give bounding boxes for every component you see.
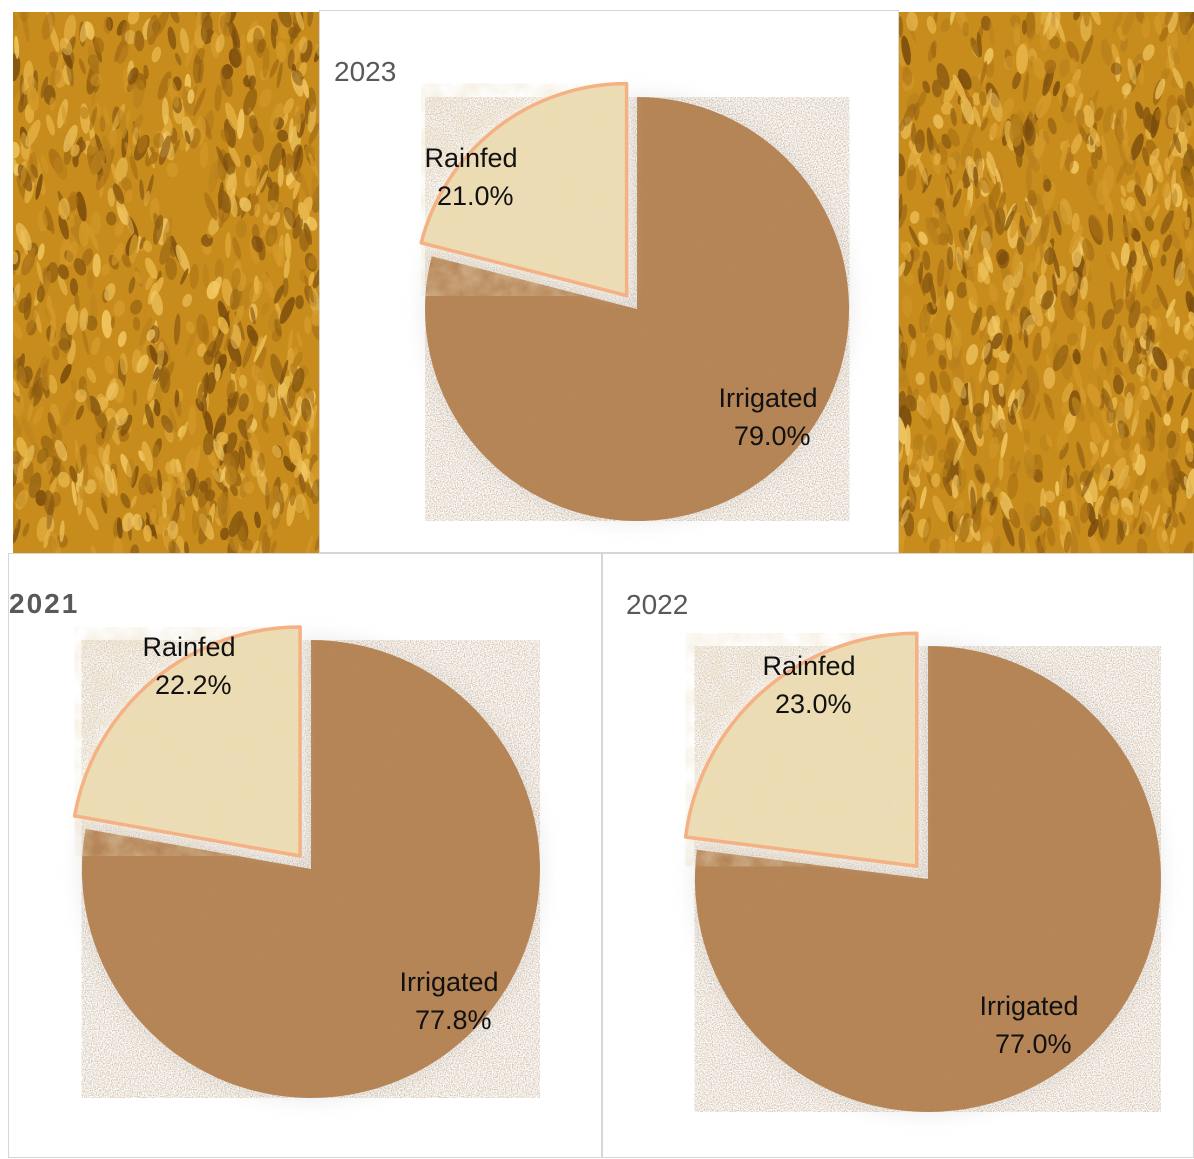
pie-slice-rainfed <box>683 631 919 868</box>
slice-value-irrigated: 77.8% <box>415 1005 492 1035</box>
slice-label-rainfed: Rainfed <box>142 632 235 662</box>
pie-slice-irrigated <box>425 97 850 521</box>
slice-label-rainfed: Rainfed <box>762 651 855 681</box>
chart-title: 2022 <box>626 589 689 620</box>
pie-chart: Rainfed 23.0% Irrigated 77.0% <box>683 631 1165 1116</box>
slice-label-irrigated: Irrigated <box>399 967 498 997</box>
slice-label-rainfed: Rainfed <box>424 143 517 173</box>
pie-chart: Rainfed 21.0% Irrigated 79.0% <box>419 81 853 525</box>
slice-label-irrigated: Irrigated <box>718 383 817 413</box>
wheat-texture-left <box>13 12 319 553</box>
slice-value-rainfed: 23.0% <box>775 689 852 719</box>
slice-value-rainfed: 22.2% <box>155 670 232 700</box>
wheat-texture-right <box>899 12 1194 553</box>
chart-panel-2022: 2022 Rainfed 23.0% Irrigated 77.0% <box>602 553 1194 1158</box>
pie-slice-irrigated <box>81 640 540 1098</box>
slice-value-irrigated: 77.0% <box>995 1029 1072 1059</box>
wheat-texture-right-art <box>899 12 1194 553</box>
chart-panel-2023: 2023 Rainfed 21.0% Irrigated 79.0% <box>319 10 899 553</box>
pie-slice-irrigated <box>694 646 1161 1112</box>
pie-chart: Rainfed 22.2% Irrigated 77.8% <box>72 625 544 1102</box>
pie-slice-rainfed <box>419 81 629 298</box>
chart-panel-2021: 2021 Rainfed 22.2% Irrigated 77.8% <box>8 553 602 1158</box>
wheat-texture-left-art <box>13 12 319 553</box>
slice-label-irrigated: Irrigated <box>979 991 1078 1021</box>
slice-value-rainfed: 21.0% <box>437 181 514 211</box>
slice-value-irrigated: 79.0% <box>734 421 811 451</box>
chart-title: 2023 <box>334 56 397 87</box>
pie-slice-rainfed <box>72 625 302 858</box>
chart-title: 2021 <box>9 588 80 619</box>
